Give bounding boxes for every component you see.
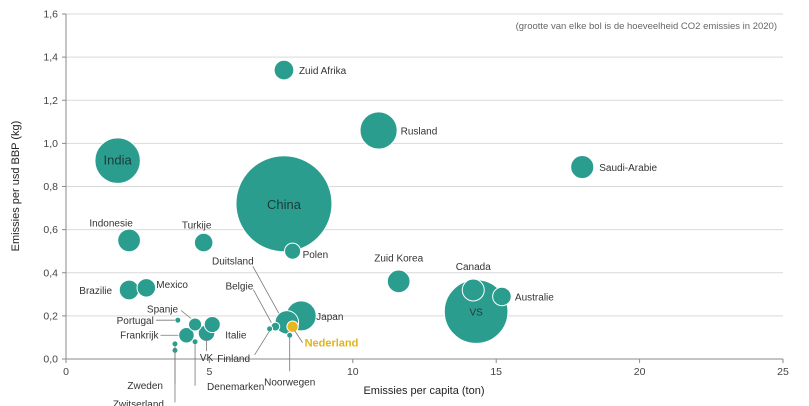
leader-duitsland <box>252 266 280 314</box>
bubbles <box>94 59 595 354</box>
label-finland: Finland <box>217 354 250 365</box>
y-tick-label: 0,2 <box>43 310 58 322</box>
label-japan: Japan <box>316 312 343 323</box>
bubble-china <box>235 155 333 253</box>
label-mexico: Mexico <box>156 280 188 291</box>
label-vk: VK <box>200 353 214 364</box>
label-nederland: Nederland <box>305 338 359 350</box>
label-canada: Canada <box>456 262 491 273</box>
label-polen: Polen <box>303 250 329 261</box>
point-labels: China VS India Rusland Japan Duitsland Saudi-A… <box>79 66 657 406</box>
label-belgie: Belgie <box>225 282 253 293</box>
y-tick-label: 0,8 <box>43 181 58 193</box>
grid-lines <box>66 13 783 317</box>
y-tick-labels: 0,0 0,2 0,4 0,6 0,8 1,0 1,2 1,4 1,6 <box>43 9 66 366</box>
label-zuid-afrika: Zuid Afrika <box>299 66 347 77</box>
label-duitsland: Duitsland <box>212 256 254 267</box>
bubble-zuid-afrika <box>273 59 295 81</box>
x-tick-labels: 0 5 10 15 20 25 <box>63 359 789 378</box>
x-tick-label: 5 <box>206 366 212 378</box>
label-indonesie: Indonesie <box>89 218 133 229</box>
x-tick-label: 25 <box>777 366 789 378</box>
label-denemarken: Denemarken <box>207 382 264 393</box>
leader-belgie <box>253 289 272 323</box>
bubble-australie <box>492 286 512 307</box>
x-tick-label: 0 <box>63 366 69 378</box>
label-spanje: Spanje <box>147 305 179 316</box>
label-brazilie: Brazilie <box>79 286 112 297</box>
bubble-brazilie <box>118 279 140 301</box>
chart-subtitle: (grootte van elke bol is de hoeveelheid … <box>516 21 777 32</box>
x-tick-label: 20 <box>634 366 646 378</box>
label-saudi-arabie: Saudi-Arabie <box>599 163 657 174</box>
bubble-saudi-arabie <box>570 155 595 180</box>
bubble-frankrijk <box>178 327 195 344</box>
bubble-spanje <box>187 317 203 332</box>
label-frankrijk: Frankrijk <box>120 330 159 341</box>
y-tick-label: 1,6 <box>43 9 58 21</box>
bubble-polen <box>284 242 302 260</box>
label-portugal: Portugal <box>117 316 154 327</box>
label-china: China <box>267 197 302 212</box>
bubble-indonesie <box>117 228 141 253</box>
y-tick-label: 1,0 <box>43 138 58 150</box>
leader-finland <box>254 330 270 356</box>
label-noorwegen: Noorwegen <box>264 377 315 388</box>
x-tick-label: 10 <box>347 366 359 378</box>
bubble-rusland <box>359 111 398 150</box>
y-axis-title: Emissies per usd BBP (kg) <box>10 121 22 252</box>
label-rusland: Rusland <box>401 126 438 137</box>
label-australie: Australie <box>515 292 554 303</box>
x-tick-label: 15 <box>490 366 502 378</box>
bubble-portugal <box>174 316 182 324</box>
label-zweden: Zweden <box>127 381 163 392</box>
bubble-mexico <box>136 278 157 298</box>
label-turkije: Turkije <box>182 221 212 232</box>
leader-lines <box>155 266 303 403</box>
bubble-turkije <box>193 232 214 253</box>
y-tick-label: 0,4 <box>43 267 58 279</box>
bubble-canada <box>461 278 485 302</box>
leader-nederland <box>294 330 303 343</box>
label-zuid-korea: Zuid Korea <box>374 253 423 264</box>
leader-spanje <box>180 310 192 319</box>
bubble-india <box>94 137 141 184</box>
bubble-finland <box>266 325 274 333</box>
y-tick-label: 1,2 <box>43 95 58 107</box>
label-italie: Italie <box>225 331 247 342</box>
label-vs: VS <box>469 308 483 319</box>
y-tick-label: 0,6 <box>43 224 58 236</box>
y-tick-label: 0,0 <box>43 354 58 366</box>
bubble-zuid-korea <box>386 269 411 294</box>
label-zwitserland: Zwitserland <box>113 399 164 406</box>
y-tick-label: 1,4 <box>43 52 58 64</box>
label-india: India <box>104 153 133 168</box>
bubble-nederland <box>286 320 299 333</box>
bubble-italie <box>203 315 221 334</box>
x-axis-title: Emissies per capita (ton) <box>363 385 484 397</box>
